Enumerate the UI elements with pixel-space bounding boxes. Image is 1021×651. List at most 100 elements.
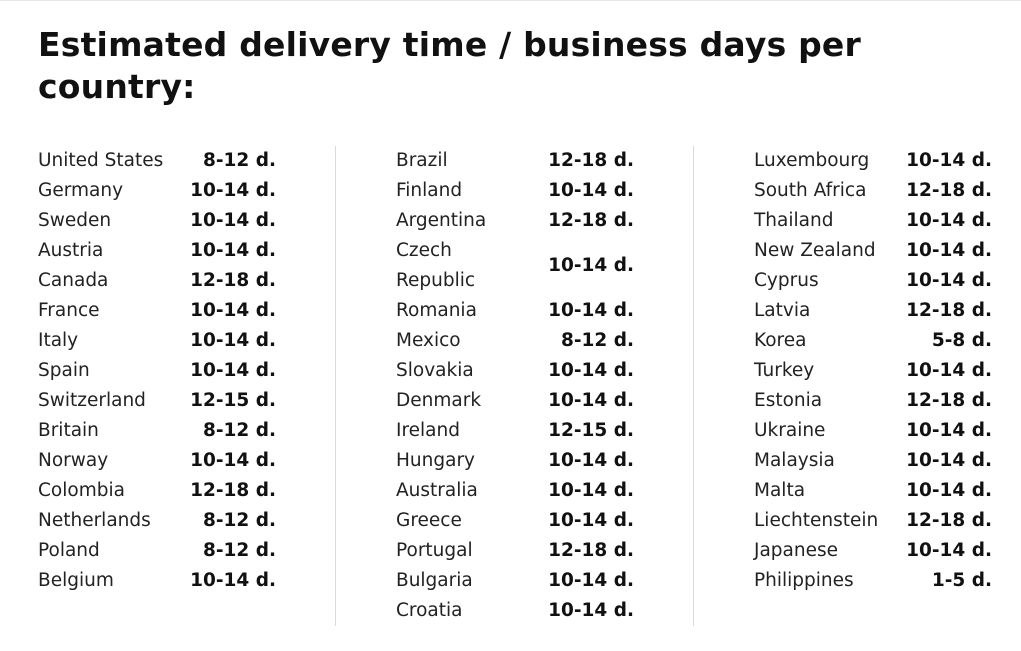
delivery-days: 10-14 d. bbox=[906, 240, 992, 261]
delivery-days: 10-14 d. bbox=[190, 570, 276, 591]
page-top-divider bbox=[0, 0, 1021, 1]
delivery-days: 10-14 d. bbox=[906, 150, 992, 171]
table-row: Bulgaria 10-14 d. bbox=[396, 566, 634, 596]
table-row: Colombia 12-18 d. bbox=[38, 476, 276, 506]
country-name: New Zealand bbox=[754, 240, 876, 261]
table-row: Italy 10-14 d. bbox=[38, 326, 276, 356]
delivery-days: 10-14 d. bbox=[190, 210, 276, 231]
delivery-days: 10-14 d. bbox=[906, 360, 992, 381]
table-row: Luxembourg 10-14 d. bbox=[754, 146, 992, 176]
table-row: Liechtenstein 12-18 d. bbox=[754, 506, 992, 536]
table-row: Latvia 12-18 d. bbox=[754, 296, 992, 326]
table-row: Greece 10-14 d. bbox=[396, 506, 634, 536]
table-row: Belgium 10-14 d. bbox=[38, 566, 276, 596]
country-name: Thailand bbox=[754, 210, 834, 231]
table-row: Turkey 10-14 d. bbox=[754, 356, 992, 386]
delivery-days: 12-18 d. bbox=[906, 390, 992, 411]
country-name: Greece bbox=[396, 510, 462, 531]
country-name: Malta bbox=[754, 480, 806, 501]
delivery-days: 12-18 d. bbox=[190, 270, 276, 291]
country-name: Mexico bbox=[396, 330, 461, 351]
table-row: Poland 8-12 d. bbox=[38, 536, 276, 566]
table-row: Thailand 10-14 d. bbox=[754, 206, 992, 236]
delivery-days: 10-14 d. bbox=[548, 450, 634, 471]
country-name: Ukraine bbox=[754, 420, 826, 441]
delivery-days: 8-12 d. bbox=[202, 510, 276, 531]
delivery-days: 10-14 d. bbox=[906, 420, 992, 441]
country-name: Australia bbox=[396, 480, 478, 501]
country-name: Netherlands bbox=[38, 510, 151, 531]
table-row: Hungary 10-14 d. bbox=[396, 446, 634, 476]
country-name: Portugal bbox=[396, 540, 473, 561]
country-name: Germany bbox=[38, 180, 124, 201]
table-row: Korea 5-8 d. bbox=[754, 326, 992, 356]
country-name: Spain bbox=[38, 360, 90, 381]
country-name: Latvia bbox=[754, 300, 811, 321]
country-name: Bulgaria bbox=[396, 570, 473, 591]
delivery-days: 10-14 d. bbox=[548, 480, 634, 501]
country-column-1: United States 8-12 d. Germany 10-14 d. Swe… bbox=[38, 146, 276, 596]
table-row: Britain 8-12 d. bbox=[38, 416, 276, 446]
table-row: Brazil 12-18 d. bbox=[396, 146, 634, 176]
delivery-days: 8-12 d. bbox=[202, 540, 276, 561]
delivery-days: 12-18 d. bbox=[906, 180, 992, 201]
country-name: Czech Republic bbox=[396, 240, 476, 291]
delivery-days: 10-14 d. bbox=[548, 510, 634, 531]
delivery-days: 10-14 d. bbox=[548, 180, 634, 201]
country-name: Poland bbox=[38, 540, 100, 561]
table-row: Cyprus 10-14 d. bbox=[754, 266, 992, 296]
country-name: Colombia bbox=[38, 480, 125, 501]
country-name: Canada bbox=[38, 270, 109, 291]
table-row: Malta 10-14 d. bbox=[754, 476, 992, 506]
delivery-days: 10-14 d. bbox=[190, 240, 276, 261]
table-row: Norway 10-14 d. bbox=[38, 446, 276, 476]
table-row: Denmark 10-14 d. bbox=[396, 386, 634, 416]
delivery-days: 10-14 d. bbox=[906, 450, 992, 471]
delivery-days: 12-18 d. bbox=[548, 150, 634, 171]
table-row: Spain 10-14 d. bbox=[38, 356, 276, 386]
table-row: Netherlands 8-12 d. bbox=[38, 506, 276, 536]
country-column-2: Brazil 12-18 d. Finland 10-14 d. Argentina… bbox=[396, 146, 634, 626]
table-row: United States 8-12 d. bbox=[38, 146, 276, 176]
country-name: Brazil bbox=[396, 150, 448, 171]
table-row: Croatia 10-14 d. bbox=[396, 596, 634, 626]
country-name: Ireland bbox=[396, 420, 460, 441]
table-row: Czech Republic 10-14 d. bbox=[396, 236, 634, 296]
country-name: Switzerland bbox=[38, 390, 146, 411]
table-row: Mexico 8-12 d. bbox=[396, 326, 634, 356]
table-row: New Zealand 10-14 d. bbox=[754, 236, 992, 266]
table-row: South Africa 12-18 d. bbox=[754, 176, 992, 206]
delivery-days: 10-14 d. bbox=[190, 360, 276, 381]
delivery-days: 12-15 d. bbox=[190, 390, 276, 411]
column-divider bbox=[693, 146, 694, 626]
delivery-days: 10-14 d. bbox=[190, 180, 276, 201]
country-name: Turkey bbox=[754, 360, 815, 381]
country-name: Hungary bbox=[396, 450, 475, 471]
delivery-days: 10-14 d. bbox=[190, 330, 276, 351]
delivery-days: 12-18 d. bbox=[906, 300, 992, 321]
table-row: Ireland 12-15 d. bbox=[396, 416, 634, 446]
table-row: Switzerland 12-15 d. bbox=[38, 386, 276, 416]
table-row: Argentina 12-18 d. bbox=[396, 206, 634, 236]
delivery-days: 12-18 d. bbox=[906, 510, 992, 531]
table-row: Australia 10-14 d. bbox=[396, 476, 634, 506]
country-name: Britain bbox=[38, 420, 99, 441]
table-row: Slovakia 10-14 d. bbox=[396, 356, 634, 386]
delivery-days: 10-14 d. bbox=[190, 450, 276, 471]
country-name: Finland bbox=[396, 180, 463, 201]
table-row: Malaysia 10-14 d. bbox=[754, 446, 992, 476]
delivery-days: 10-14 d. bbox=[548, 570, 634, 591]
delivery-days: 10-14 d. bbox=[548, 390, 634, 411]
delivery-days: 12-18 d. bbox=[548, 210, 634, 231]
country-name: France bbox=[38, 300, 100, 321]
delivery-days: 10-14 d. bbox=[906, 540, 992, 561]
country-name: Romania bbox=[396, 300, 477, 321]
table-row: Japanese 10-14 d. bbox=[754, 536, 992, 566]
country-name: Italy bbox=[38, 330, 79, 351]
country-name: Malaysia bbox=[754, 450, 835, 471]
table-row: Finland 10-14 d. bbox=[396, 176, 634, 206]
delivery-days: 10-14 d. bbox=[906, 480, 992, 501]
country-name: Argentina bbox=[396, 210, 487, 231]
country-name: Slovakia bbox=[396, 360, 474, 381]
delivery-days: 10-14 d. bbox=[190, 300, 276, 321]
